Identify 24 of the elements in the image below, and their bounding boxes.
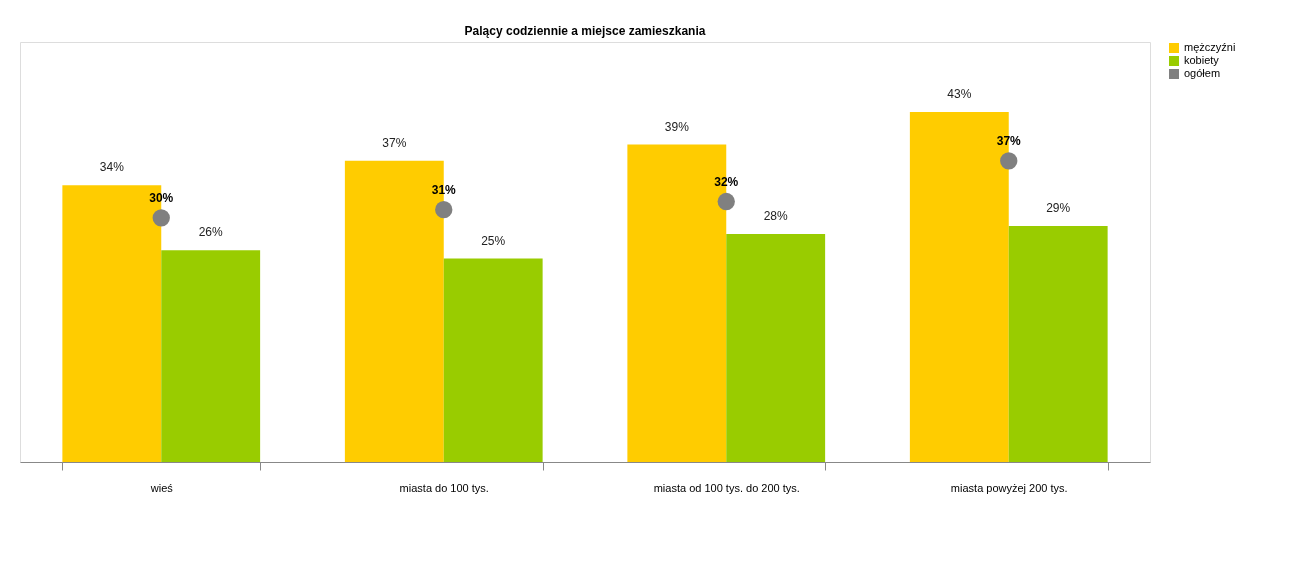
point (717, 192, 735, 211)
x-tick-label: wieś (149, 481, 174, 494)
legend-label: kobiety (1184, 54, 1220, 66)
bar (726, 234, 826, 462)
point (152, 209, 170, 227)
data-label: 26% (198, 225, 224, 240)
bar (161, 250, 261, 462)
x-tick-label: miasta od 100 tys. do 200 tys. (653, 481, 800, 494)
bar (443, 258, 543, 462)
data-label: 39% (664, 119, 690, 134)
point (435, 201, 453, 219)
data-label: 43% (947, 87, 972, 101)
bar (1008, 225, 1108, 462)
data-label: 25% (481, 233, 506, 248)
data-label: 34% (99, 160, 125, 175)
point (1000, 152, 1018, 170)
chart-title: Palący codziennie a miejsce zamieszkania (464, 24, 706, 38)
legend-label: ogółem (1184, 67, 1221, 79)
data-label: 28% (763, 209, 789, 224)
legend-label: mężczyźni (1184, 41, 1236, 53)
data-label: 29% (1046, 200, 1071, 215)
data-label: 37% (382, 135, 407, 150)
x-tick-label: miasta powyżej 200 tys. (950, 481, 1068, 494)
x-tick-label: miasta do 100 tys. (399, 481, 489, 494)
